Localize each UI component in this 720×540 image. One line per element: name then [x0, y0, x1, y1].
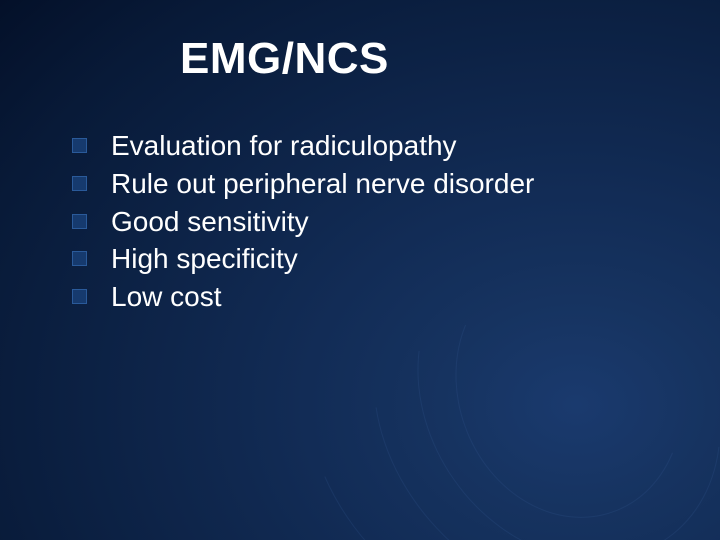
list-item: Evaluation for radiculopathy	[72, 128, 660, 164]
list-item-text: Low cost	[111, 279, 222, 315]
list-item-text: Good sensitivity	[111, 204, 309, 240]
list-item-text: High specificity	[111, 241, 298, 277]
square-bullet-icon	[72, 138, 87, 153]
list-item-text: Evaluation for radiculopathy	[111, 128, 457, 164]
slide-title: EMG/NCS	[180, 34, 389, 84]
square-bullet-icon	[72, 176, 87, 191]
square-bullet-icon	[72, 289, 87, 304]
bullet-list: Evaluation for radiculopathy Rule out pe…	[72, 128, 660, 317]
list-item: High specificity	[72, 241, 660, 277]
list-item-text: Rule out peripheral nerve disorder	[111, 166, 534, 202]
square-bullet-icon	[72, 251, 87, 266]
list-item: Good sensitivity	[72, 204, 660, 240]
list-item: Low cost	[72, 279, 660, 315]
slide-container: EMG/NCS Evaluation for radiculopathy Rul…	[0, 0, 720, 540]
square-bullet-icon	[72, 214, 87, 229]
list-item: Rule out peripheral nerve disorder	[72, 166, 660, 202]
